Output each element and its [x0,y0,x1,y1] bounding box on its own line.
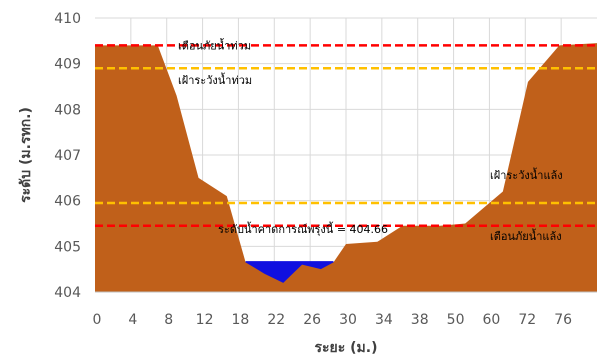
reference-label-2: เฝ้าระวังน้ำแล้ง [490,167,563,182]
y-tick-label: 405 [54,239,81,255]
x-tick-label: 18 [232,312,250,328]
x-tick-label: 34 [375,312,393,328]
water-forecast-label: ระดับน้ำคาดการณ์พรุ่งนี้ = 404.66 [218,221,388,236]
x-tick-label: 4 [128,312,137,328]
ground-profile-area [95,43,597,292]
y-tick-label: 410 [54,11,81,27]
x-tick-label: 50 [447,312,465,328]
x-tick-label: 76 [554,312,572,328]
reference-label-0: เตือนภัยน้ำท่วม [178,37,251,52]
x-tick-label: 26 [303,312,321,328]
x-tick-label: 60 [483,312,501,328]
x-tick-label: 72 [518,312,536,328]
y-axis-title: ระดับ (ม.รทก.) [18,107,34,203]
x-tick-label: 30 [339,312,357,328]
x-axis-title: ระยะ (ม.) [315,340,378,356]
y-tick-label: 404 [54,285,81,301]
y-tick-label: 408 [54,102,81,118]
x-tick-label: 8 [164,312,173,328]
reference-label-3: เตือนภัยน้ำแล้ง [490,228,562,243]
x-tick-label: 38 [411,312,429,328]
x-tick-label: 12 [196,312,214,328]
x-tick-label: 0 [93,312,102,328]
y-tick-label: 409 [54,57,81,73]
x-tick-label: 22 [267,312,285,328]
reference-label-1: เฝ้าระวังน้ำท่วม [178,72,252,87]
y-tick-label: 406 [54,194,81,210]
y-tick-label: 407 [54,148,81,164]
